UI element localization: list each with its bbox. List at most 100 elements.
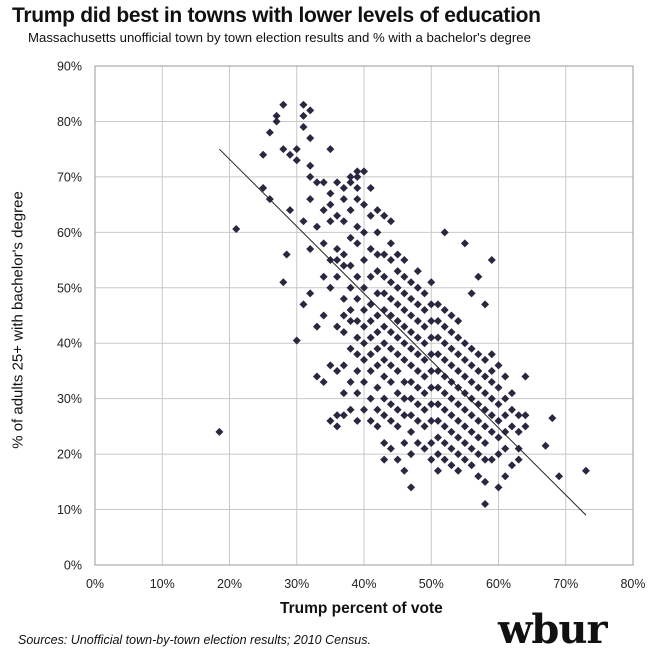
data-point: [353, 317, 362, 326]
data-point: [380, 339, 389, 348]
data-point: [454, 466, 463, 475]
data-point: [339, 294, 348, 303]
data-point: [339, 261, 348, 270]
wbur-logo: wbur: [498, 606, 608, 653]
data-point: [292, 145, 301, 154]
data-point: [306, 161, 315, 170]
data-point: [413, 333, 422, 342]
data-point: [440, 339, 449, 348]
data-point: [373, 344, 382, 353]
data-point: [265, 128, 274, 137]
data-point: [373, 405, 382, 414]
data-point: [400, 272, 409, 281]
data-point: [400, 322, 409, 331]
data-point: [420, 322, 429, 331]
data-point: [346, 317, 355, 326]
data-point: [319, 206, 328, 215]
x-axis-label: Trump percent of vote: [280, 600, 443, 617]
data-point: [400, 394, 409, 403]
data-point: [494, 400, 503, 409]
data-point: [373, 328, 382, 337]
data-point: [474, 416, 483, 425]
data-point: [286, 150, 295, 159]
data-point: [386, 400, 395, 409]
data-point: [386, 294, 395, 303]
data-point: [312, 372, 321, 381]
data-point: [386, 311, 395, 320]
data-point: [353, 416, 362, 425]
data-point: [474, 472, 483, 481]
data-point: [413, 267, 422, 276]
data-point: [521, 422, 530, 431]
data-point: [507, 405, 516, 414]
data-point: [467, 289, 476, 298]
data-point: [360, 305, 368, 314]
data-point: [386, 416, 395, 425]
data-point: [360, 200, 368, 209]
data-point: [386, 444, 395, 453]
data-point: [272, 111, 281, 120]
data-point: [279, 100, 288, 109]
data-point: [360, 339, 368, 348]
data-point: [427, 416, 436, 425]
data-point: [487, 455, 496, 464]
data-point: [474, 383, 483, 392]
data-point: [407, 361, 416, 370]
data-point: [339, 389, 348, 398]
data-point: [346, 178, 355, 187]
data-point: [433, 383, 442, 392]
data-point: [353, 183, 362, 192]
data-point: [312, 178, 321, 187]
data-point: [407, 311, 416, 320]
data-point: [333, 366, 342, 375]
data-point: [306, 289, 315, 298]
source-note: Sources: Unofficial town-by-town electio…: [18, 633, 371, 647]
data-point: [460, 372, 469, 381]
data-point: [333, 178, 342, 187]
data-point: [440, 422, 449, 431]
trend-line: [219, 148, 587, 516]
data-point: [413, 416, 422, 425]
data-point: [346, 344, 355, 353]
data-point: [353, 389, 362, 398]
data-point: [400, 378, 409, 387]
data-point: [460, 439, 469, 448]
data-point: [427, 317, 436, 326]
data-point: [333, 322, 342, 331]
data-point: [487, 394, 496, 403]
data-point: [447, 378, 456, 387]
data-point: [481, 389, 490, 398]
data-point: [420, 305, 429, 314]
data-point: [259, 183, 268, 192]
data-point: [393, 405, 402, 414]
data-point: [501, 472, 510, 481]
data-point: [380, 411, 389, 420]
data-point: [380, 305, 389, 314]
data-point: [433, 350, 442, 359]
data-point: [366, 300, 375, 309]
data-point: [427, 366, 436, 375]
data-point: [339, 183, 348, 192]
data-point: [353, 333, 362, 342]
data-point: [346, 283, 355, 292]
y-tick-label: 70%: [57, 170, 82, 184]
data-point: [501, 444, 510, 453]
data-point: [407, 411, 416, 420]
data-point: [467, 394, 476, 403]
data-point: [413, 366, 422, 375]
data-point: [433, 450, 442, 459]
data-point: [373, 289, 382, 298]
data-point: [447, 311, 456, 320]
data-point: [282, 250, 291, 259]
data-point: [420, 389, 429, 398]
data-point: [447, 411, 456, 420]
data-point: [467, 444, 476, 453]
data-point: [373, 422, 382, 431]
data-point: [433, 466, 442, 475]
data-point: [407, 328, 416, 337]
data-point: [494, 383, 503, 392]
data-point: [427, 300, 436, 309]
data-point: [460, 405, 469, 414]
data-point: [481, 300, 490, 309]
data-point: [433, 416, 442, 425]
